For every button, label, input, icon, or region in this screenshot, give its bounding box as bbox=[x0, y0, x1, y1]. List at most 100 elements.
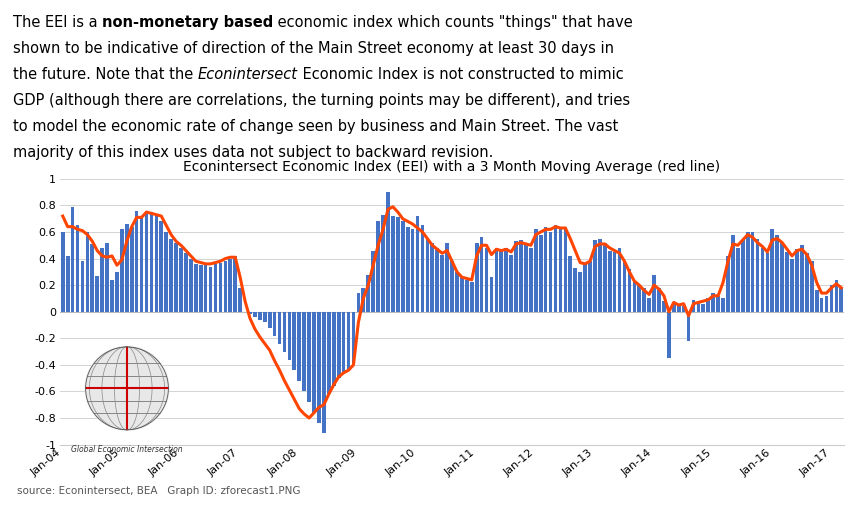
Bar bbox=[653, 274, 656, 312]
Bar bbox=[731, 235, 734, 312]
Bar bbox=[297, 312, 301, 381]
Bar bbox=[593, 240, 597, 312]
Bar bbox=[771, 229, 774, 312]
Text: Global Economic Intersection: Global Economic Intersection bbox=[71, 445, 183, 454]
Bar bbox=[736, 248, 740, 312]
Bar bbox=[687, 312, 691, 341]
Bar bbox=[214, 264, 217, 312]
Bar bbox=[568, 256, 573, 312]
Bar bbox=[258, 312, 262, 320]
Bar bbox=[440, 254, 444, 312]
Bar bbox=[327, 312, 331, 394]
Bar bbox=[539, 235, 542, 312]
Bar bbox=[667, 312, 671, 358]
Bar bbox=[613, 252, 616, 312]
Bar bbox=[839, 288, 843, 312]
Bar bbox=[110, 280, 114, 312]
Bar bbox=[741, 240, 745, 312]
Bar bbox=[139, 216, 144, 312]
Bar bbox=[662, 301, 666, 312]
Bar bbox=[90, 244, 94, 312]
Bar bbox=[381, 215, 385, 312]
Bar bbox=[830, 285, 833, 312]
Bar bbox=[450, 261, 454, 312]
Bar bbox=[347, 312, 350, 369]
Bar bbox=[337, 312, 341, 378]
Bar bbox=[682, 307, 685, 312]
Bar bbox=[416, 216, 419, 312]
Bar bbox=[194, 264, 198, 312]
Bar bbox=[159, 221, 163, 312]
Bar bbox=[268, 312, 271, 328]
Bar bbox=[278, 312, 282, 343]
Bar bbox=[588, 261, 592, 312]
Text: to model the economic rate of change seen by business and Main Street. The vast: to model the economic rate of change see… bbox=[13, 119, 618, 134]
Bar bbox=[460, 276, 464, 312]
Bar bbox=[834, 280, 839, 312]
Bar bbox=[579, 272, 582, 312]
Bar bbox=[677, 305, 680, 312]
Bar bbox=[559, 228, 562, 312]
Bar bbox=[722, 298, 725, 312]
Bar bbox=[367, 274, 370, 312]
Bar bbox=[130, 227, 133, 312]
Bar bbox=[780, 243, 784, 312]
Bar bbox=[810, 261, 814, 312]
Bar bbox=[302, 312, 306, 391]
Bar bbox=[603, 243, 607, 312]
Bar bbox=[554, 225, 557, 312]
Bar bbox=[760, 248, 765, 312]
Bar bbox=[474, 243, 479, 312]
Bar bbox=[120, 229, 124, 312]
Bar bbox=[331, 312, 336, 386]
Bar bbox=[756, 239, 759, 312]
Bar bbox=[505, 248, 508, 312]
Text: source: Econintersect, BEA   Graph ID: zforecast1.PNG: source: Econintersect, BEA Graph ID: zfo… bbox=[17, 485, 300, 496]
Bar bbox=[711, 293, 715, 312]
Bar bbox=[494, 248, 499, 312]
Text: economic index which counts "things" that have: economic index which counts "things" tha… bbox=[273, 15, 633, 30]
Text: The EEI is a: The EEI is a bbox=[13, 15, 102, 30]
Bar bbox=[436, 248, 439, 312]
Bar bbox=[746, 232, 750, 312]
Bar bbox=[376, 221, 380, 312]
Bar bbox=[820, 298, 823, 312]
Bar bbox=[672, 304, 676, 312]
Bar bbox=[179, 248, 183, 312]
Bar bbox=[795, 249, 799, 312]
Bar bbox=[199, 265, 202, 312]
Polygon shape bbox=[85, 346, 169, 430]
Bar bbox=[401, 221, 405, 312]
Bar bbox=[573, 268, 577, 312]
Bar bbox=[563, 227, 567, 312]
Bar bbox=[204, 265, 208, 312]
Bar bbox=[805, 253, 808, 312]
Bar bbox=[208, 267, 213, 312]
Bar bbox=[145, 211, 148, 312]
Bar bbox=[726, 256, 730, 312]
Bar bbox=[647, 298, 651, 312]
Bar bbox=[101, 248, 104, 312]
Bar bbox=[490, 277, 493, 312]
Bar bbox=[164, 232, 168, 312]
Bar bbox=[96, 276, 99, 312]
Bar bbox=[263, 312, 267, 322]
Bar bbox=[356, 293, 360, 312]
Bar bbox=[637, 285, 641, 312]
Bar bbox=[785, 252, 789, 312]
Bar bbox=[519, 240, 523, 312]
Bar bbox=[598, 239, 602, 312]
Bar bbox=[288, 312, 291, 360]
Bar bbox=[317, 312, 321, 423]
Bar bbox=[293, 312, 296, 370]
Bar bbox=[228, 259, 232, 312]
Bar bbox=[765, 253, 769, 312]
Bar bbox=[642, 288, 646, 312]
Bar bbox=[396, 217, 400, 312]
Bar bbox=[282, 312, 287, 352]
Text: the future. Note that the: the future. Note that the bbox=[13, 67, 198, 82]
Bar bbox=[790, 259, 794, 312]
Bar bbox=[81, 261, 84, 312]
Bar bbox=[342, 312, 345, 373]
Bar bbox=[470, 283, 474, 312]
